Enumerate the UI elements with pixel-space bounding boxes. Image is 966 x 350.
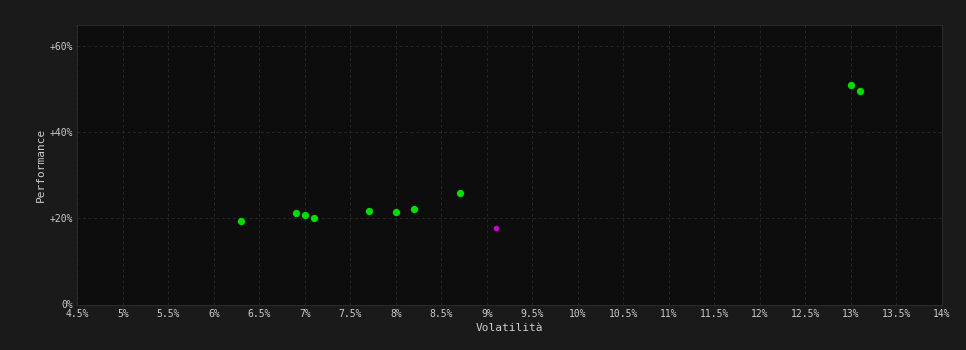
Point bbox=[407, 206, 422, 212]
Point bbox=[306, 216, 322, 221]
Point bbox=[388, 210, 404, 215]
Point bbox=[452, 190, 468, 196]
Point bbox=[360, 208, 376, 213]
X-axis label: Volatilità: Volatilità bbox=[476, 323, 543, 333]
Point bbox=[234, 218, 249, 224]
Point bbox=[298, 212, 313, 218]
Y-axis label: Performance: Performance bbox=[36, 127, 45, 202]
Point bbox=[843, 82, 859, 88]
Point bbox=[288, 210, 303, 216]
Point bbox=[852, 89, 867, 94]
Point bbox=[488, 225, 503, 231]
